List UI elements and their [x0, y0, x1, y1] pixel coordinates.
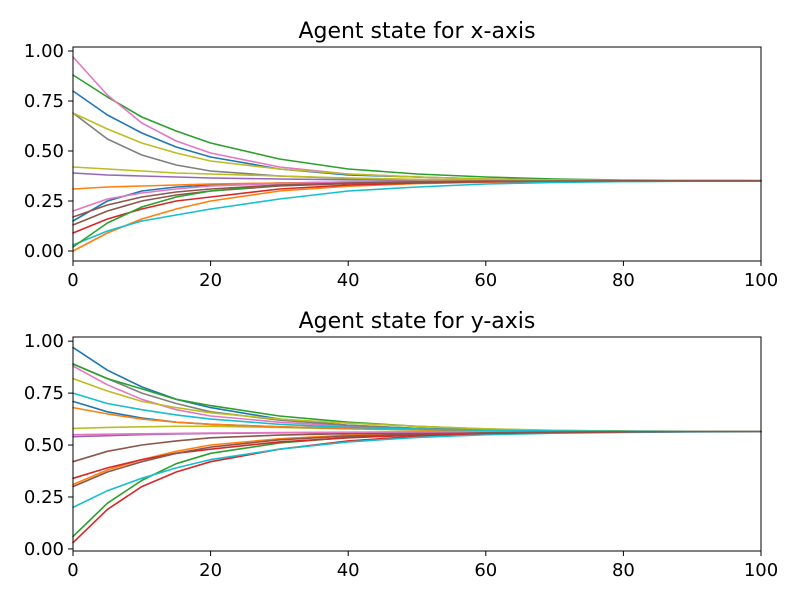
series-line-1: [72, 346, 762, 433]
series-line-13: [72, 180, 762, 248]
y-tick-label: 0.00: [24, 539, 64, 560]
x-axis-subplot: Agent state for x-axis 0 20 40 60 80 1000.000…: [24, 19, 778, 291]
y-tick-label: 1.00: [24, 331, 64, 352]
y-tick-label: 0.50: [24, 435, 64, 456]
series-line-2: [72, 430, 762, 486]
x-tick-label: 40: [337, 270, 360, 291]
series-line-3: [72, 430, 762, 538]
series-line-16: [72, 180, 762, 218]
tick-layer: 0 20 40 60 80 100 0.00 0.25 0.50 0.75 1.00: [24, 41, 778, 291]
x-tick-label: 60: [474, 270, 497, 291]
series-line-4: [72, 430, 762, 544]
x-tick-label: 0: [67, 560, 78, 581]
y-tick-label: 0.25: [24, 191, 64, 212]
series-line-16: [72, 377, 762, 433]
series-line-10: [72, 180, 762, 246]
y-tick-label: 0.25: [24, 487, 64, 508]
series-line-18: [72, 430, 762, 488]
series-line-7: [72, 56, 762, 182]
x-tick-label: 60: [474, 560, 497, 581]
x-tick-label: 80: [612, 560, 635, 581]
x-tick-label: 80: [612, 270, 635, 291]
series-line-8: [72, 363, 762, 433]
series-line-1: [72, 90, 762, 182]
series-layer: [72, 56, 762, 252]
tick-layer: 0 20 40 60 80 100 0.00 0.25 0.50 0.75 1.00: [24, 331, 778, 581]
series-layer: [72, 346, 762, 544]
x-tick-label: 0: [67, 270, 78, 291]
y-tick-label: 0.50: [24, 141, 64, 162]
y-tick-label: 0.00: [24, 241, 64, 262]
x-tick-label: 20: [199, 270, 222, 291]
subplot-title: Agent state for x-axis: [298, 19, 535, 44]
plot-frame: [72, 336, 762, 552]
series-line-10: [72, 430, 762, 509]
x-tick-label: 20: [199, 560, 222, 581]
subplot-title: Agent state for y-axis: [299, 309, 536, 334]
y-tick-label: 0.75: [24, 383, 64, 404]
x-tick-label: 100: [744, 560, 778, 581]
x-tick-label: 40: [337, 560, 360, 581]
x-tick-label: 100: [744, 270, 778, 291]
plot-frame: [72, 46, 762, 262]
y-tick-label: 0.75: [24, 91, 64, 112]
y-axis-subplot: Agent state for y-axis 0 20 40 60 80 1000.000…: [24, 309, 778, 581]
series-line-13: [72, 363, 762, 433]
y-tick-label: 1.00: [24, 41, 64, 62]
